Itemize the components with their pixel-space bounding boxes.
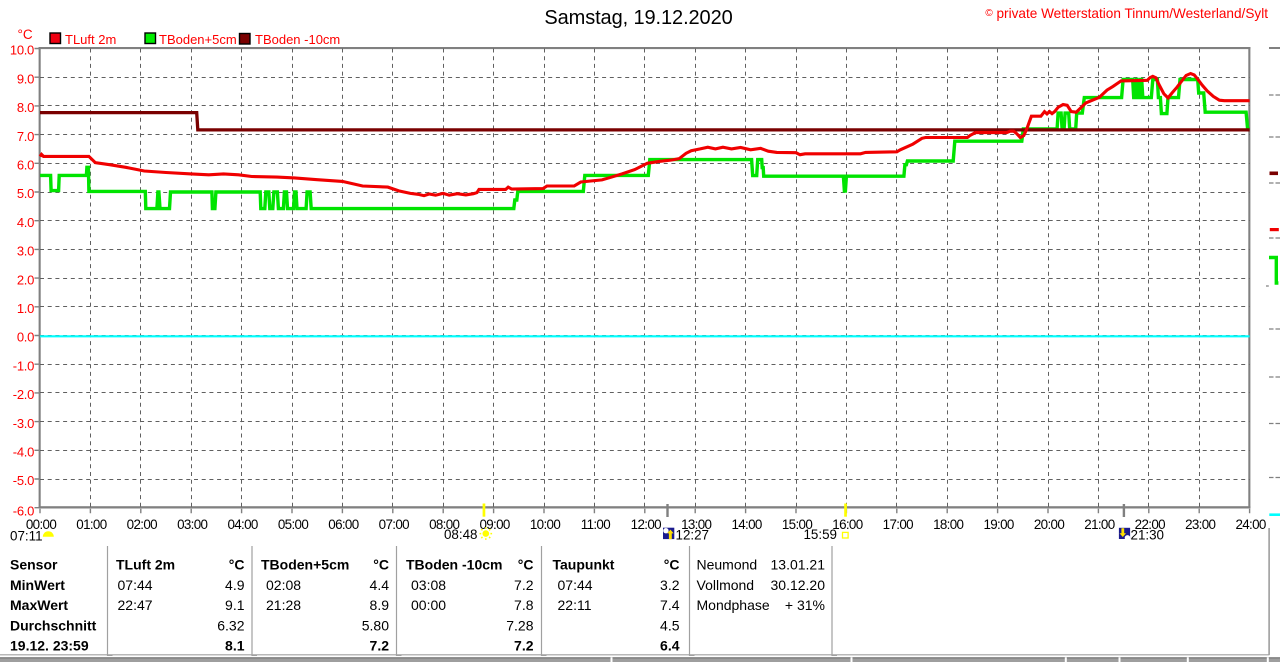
svg-text:TBoden+5cm: TBoden+5cm <box>159 32 237 47</box>
svg-text:5.0: 5.0 <box>17 186 34 201</box>
svg-text:9.1: 9.1 <box>225 597 245 613</box>
svg-text:-1.0: -1.0 <box>13 358 34 373</box>
svg-text:02:08: 02:08 <box>266 577 301 593</box>
svg-text:Samstag, 19.12.2020: Samstag, 19.12.2020 <box>544 7 732 29</box>
svg-text:7.4: 7.4 <box>660 597 680 613</box>
svg-text:Vollmond: Vollmond <box>697 577 755 593</box>
svg-text:°C: °C <box>373 557 389 573</box>
svg-text:Durchschnitt: Durchschnitt <box>10 617 97 633</box>
svg-text:08:48: 08:48 <box>444 527 478 542</box>
svg-text:21:28: 21:28 <box>266 597 301 613</box>
svg-text:0.0: 0.0 <box>17 330 34 345</box>
svg-text:°C: °C <box>664 557 680 573</box>
svg-text:4.4: 4.4 <box>370 577 390 593</box>
svg-text:12:27: 12:27 <box>676 528 710 543</box>
svg-text:7.2: 7.2 <box>514 638 534 654</box>
svg-text:2.0: 2.0 <box>17 272 34 287</box>
svg-text:8.1: 8.1 <box>225 638 245 654</box>
svg-text:°C: °C <box>518 557 534 573</box>
svg-text:09:00: 09:00 <box>479 517 509 532</box>
svg-text:TLuft 2m: TLuft 2m <box>65 32 116 47</box>
svg-text:04:00: 04:00 <box>227 517 257 532</box>
svg-text:15:00: 15:00 <box>782 517 812 532</box>
svg-text:-2.0: -2.0 <box>13 387 34 402</box>
svg-text:TBoden -10cm: TBoden -10cm <box>255 32 340 47</box>
svg-text:7.8: 7.8 <box>514 597 534 613</box>
svg-text:+ 31%: + 31% <box>785 597 825 613</box>
svg-text:13:00: 13:00 <box>681 517 711 532</box>
svg-text:21:30: 21:30 <box>1131 528 1165 543</box>
svg-text:3.2: 3.2 <box>660 577 680 593</box>
svg-text:02:00: 02:00 <box>127 517 157 532</box>
svg-text:05:00: 05:00 <box>278 517 308 532</box>
svg-text:9.0: 9.0 <box>17 71 34 86</box>
svg-text:01:00: 01:00 <box>76 517 106 532</box>
svg-text:03:00: 03:00 <box>177 517 207 532</box>
svg-text:© private Wetterstation Tinnum: © private Wetterstation Tinnum/Westerlan… <box>985 6 1268 21</box>
svg-text:07:44: 07:44 <box>558 577 593 593</box>
svg-text:03:08: 03:08 <box>411 577 446 593</box>
svg-text:4.9: 4.9 <box>225 577 245 593</box>
svg-text:14:00: 14:00 <box>731 517 761 532</box>
svg-text:TBoden -10cm: TBoden -10cm <box>406 557 502 573</box>
svg-text:3.0: 3.0 <box>17 244 34 259</box>
svg-text:7.2: 7.2 <box>514 577 534 593</box>
svg-text:00:00: 00:00 <box>26 517 56 532</box>
svg-text:16:00: 16:00 <box>832 517 862 532</box>
svg-text:TBoden+5cm: TBoden+5cm <box>261 557 349 573</box>
svg-text:Taupunkt: Taupunkt <box>553 557 615 573</box>
svg-text:15:59: 15:59 <box>803 527 837 542</box>
svg-text:00:00: 00:00 <box>411 597 446 613</box>
svg-text:-4.0: -4.0 <box>13 445 34 460</box>
svg-text:°C: °C <box>18 27 33 42</box>
svg-text:1.0: 1.0 <box>17 301 34 316</box>
svg-text:6.32: 6.32 <box>217 617 244 633</box>
svg-text:23:00: 23:00 <box>1185 517 1215 532</box>
svg-text:-6.0: -6.0 <box>13 503 34 518</box>
svg-text:19.12. 23:59: 19.12. 23:59 <box>10 638 89 654</box>
svg-text:07:00: 07:00 <box>379 517 409 532</box>
svg-text:10:00: 10:00 <box>530 517 560 532</box>
svg-text:06:00: 06:00 <box>328 517 358 532</box>
svg-text:18:00: 18:00 <box>933 517 963 532</box>
svg-text:22:47: 22:47 <box>118 597 153 613</box>
svg-text:4.0: 4.0 <box>17 215 34 230</box>
svg-text:6.4: 6.4 <box>660 638 680 654</box>
svg-text:5.80: 5.80 <box>362 617 389 633</box>
svg-text:4.5: 4.5 <box>660 617 680 633</box>
svg-text:22:00: 22:00 <box>1135 517 1165 532</box>
svg-text:Sensor: Sensor <box>10 557 58 573</box>
svg-text:21:00: 21:00 <box>1084 517 1114 532</box>
svg-text:8.9: 8.9 <box>370 597 390 613</box>
svg-text:12:00: 12:00 <box>631 517 661 532</box>
svg-text:6.0: 6.0 <box>17 158 34 173</box>
svg-text:MaxWert: MaxWert <box>10 597 68 613</box>
svg-text:7.2: 7.2 <box>370 638 390 654</box>
svg-text:MinWert: MinWert <box>10 577 65 593</box>
svg-text:11:00: 11:00 <box>581 517 610 532</box>
svg-text:08:00: 08:00 <box>429 517 459 532</box>
svg-text:17:00: 17:00 <box>883 517 913 532</box>
svg-text:8.0: 8.0 <box>17 100 34 115</box>
svg-text:-3.0: -3.0 <box>13 416 34 431</box>
svg-text:°C: °C <box>229 557 245 573</box>
svg-text:-5.0: -5.0 <box>13 473 34 488</box>
svg-text:30.12.20: 30.12.20 <box>771 577 826 593</box>
svg-text:7.28: 7.28 <box>506 617 533 633</box>
svg-text:13.01.21: 13.01.21 <box>771 557 826 573</box>
svg-text:24:00: 24:00 <box>1235 517 1265 532</box>
svg-text:22:11: 22:11 <box>558 597 592 613</box>
svg-text:19:00: 19:00 <box>983 517 1013 532</box>
svg-text:20:00: 20:00 <box>1034 517 1064 532</box>
svg-text:Neumond: Neumond <box>697 557 758 573</box>
svg-text:07:11: 07:11 <box>10 529 43 544</box>
svg-text:Mondphase: Mondphase <box>697 597 770 613</box>
svg-text:TLuft 2m: TLuft 2m <box>116 557 175 573</box>
svg-text:7.0: 7.0 <box>17 129 34 144</box>
svg-text:07:44: 07:44 <box>118 577 153 593</box>
svg-text:10.0: 10.0 <box>10 43 34 58</box>
